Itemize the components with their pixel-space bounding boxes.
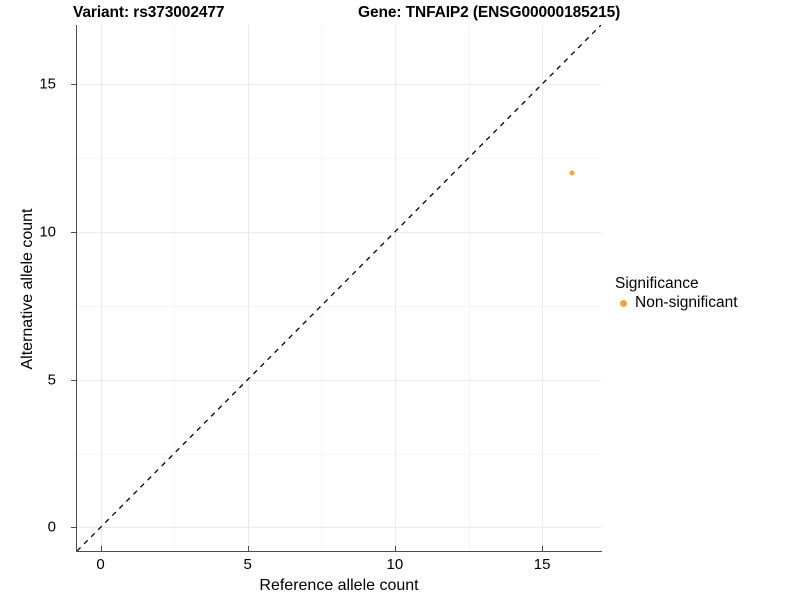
legend-title: Significance <box>615 275 699 292</box>
y-tick-label: 0 <box>47 518 56 536</box>
y-tick-mark <box>71 231 76 233</box>
gridline-major-horizontal <box>77 379 601 381</box>
x-axis-line <box>76 551 602 553</box>
legend-item[interactable]: Non-significant <box>615 293 738 313</box>
y-axis-line <box>76 25 78 552</box>
y-tick-mark <box>71 84 76 86</box>
y-tick-mark <box>71 527 76 529</box>
gridline-minor-horizontal <box>77 158 601 159</box>
x-axis-label: Reference allele count <box>259 577 419 594</box>
gridline-major-horizontal <box>77 527 601 529</box>
plot-panel <box>77 25 601 551</box>
gridline-minor-horizontal <box>77 305 601 307</box>
y-tick-label: 15 <box>39 75 56 93</box>
x-tick-label: 5 <box>243 556 252 573</box>
legend-item-label: Non-significant <box>635 294 738 311</box>
legend-marker-icon <box>615 295 632 312</box>
gridline-major-vertical <box>394 25 396 551</box>
gridline-major-horizontal <box>77 84 601 86</box>
gridline-minor-horizontal <box>77 453 601 455</box>
variant-title: Variant: rs373002477 <box>73 4 225 21</box>
gridline-major-vertical <box>542 25 544 551</box>
gridline-major-vertical <box>247 25 249 551</box>
legend: Significance Non-significant <box>615 274 738 313</box>
gridline-minor-vertical <box>321 25 323 551</box>
x-tick-label: 0 <box>96 556 105 573</box>
y-axis-ticks: 0 5 10 15 <box>0 0 76 600</box>
x-tick-mark <box>394 546 396 551</box>
gene-title: Gene: TNFAIP2 (ENSG00000185215) <box>358 4 621 21</box>
legend-entries: Non-significant <box>615 293 738 313</box>
identity-reference-line <box>77 25 601 551</box>
data-point[interactable] <box>569 170 575 176</box>
gridline-minor-vertical <box>174 25 176 551</box>
y-tick-mark <box>71 379 76 381</box>
gridline-major-vertical <box>100 25 102 551</box>
gridline-major-horizontal <box>77 231 601 233</box>
y-tick-label: 10 <box>39 223 56 241</box>
x-tick-mark <box>542 546 544 551</box>
x-tick-label: 15 <box>533 556 551 573</box>
y-axis-label: Alternative allele count <box>19 208 36 370</box>
y-tick-label: 5 <box>47 371 56 389</box>
x-tick-mark <box>247 546 249 551</box>
x-tick-mark <box>100 546 102 551</box>
x-tick-label: 10 <box>386 556 404 573</box>
legend-dot-icon <box>620 299 627 307</box>
gridline-minor-vertical <box>468 25 470 551</box>
